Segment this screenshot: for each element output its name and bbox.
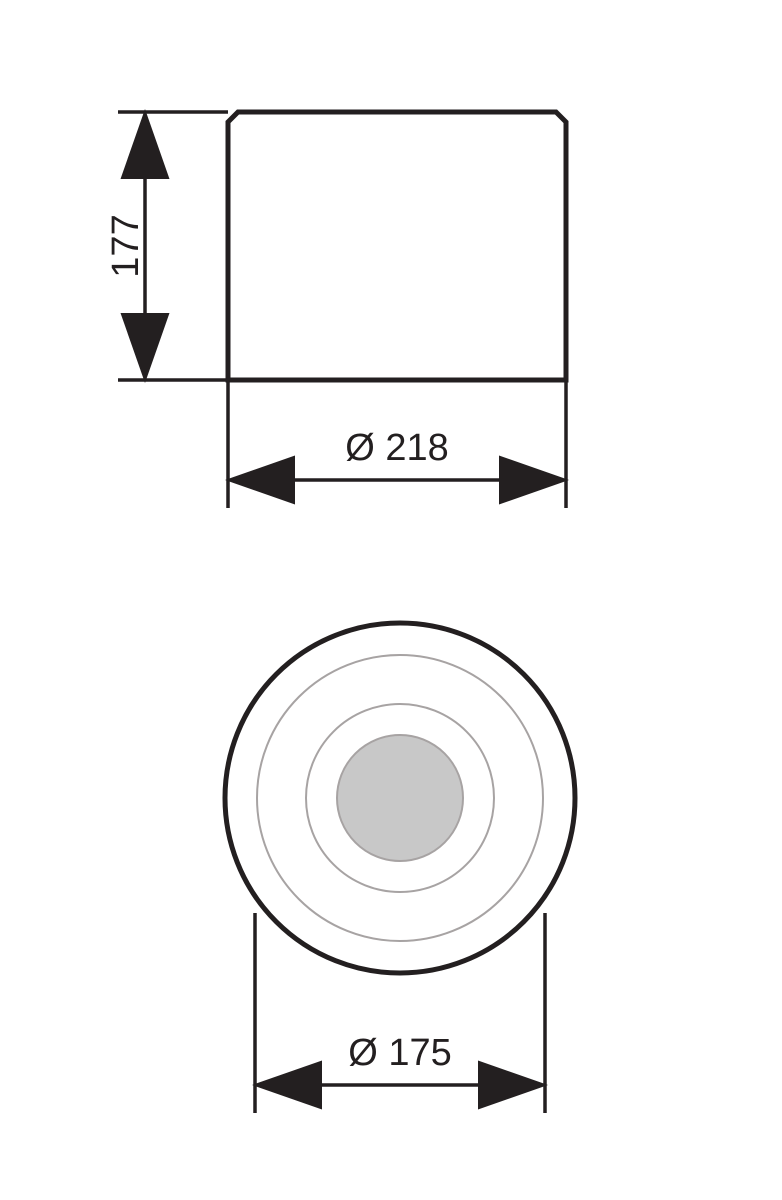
- width-dimension: Ø 218: [228, 380, 566, 508]
- dimension-drawing: 177 Ø 218 Ø 175: [0, 0, 782, 1200]
- height-label: 177: [105, 214, 147, 277]
- height-dimension: 177: [105, 112, 228, 380]
- side-view-body: [228, 112, 566, 380]
- bottom-view: Ø 175: [225, 623, 575, 1113]
- width-label: Ø 218: [345, 427, 449, 469]
- diameter-label: Ø 175: [348, 1032, 452, 1074]
- inner-disc: [337, 735, 463, 861]
- side-view: 177 Ø 218: [105, 112, 566, 508]
